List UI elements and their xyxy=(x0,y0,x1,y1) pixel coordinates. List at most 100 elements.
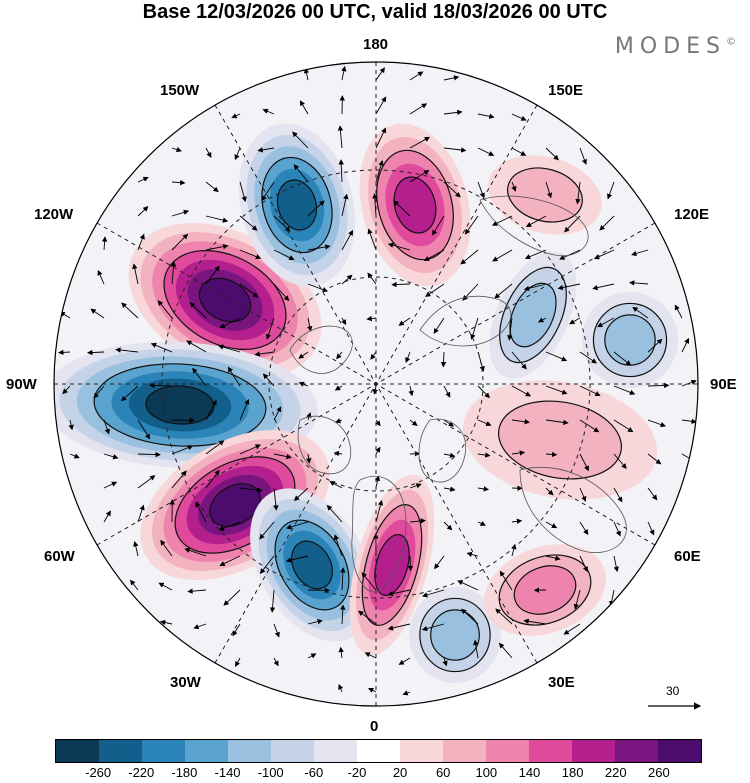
wind-arrow xyxy=(171,146,182,153)
wind-arrow xyxy=(647,521,655,536)
wind-arrow xyxy=(103,481,118,489)
wind-arrow xyxy=(498,642,513,659)
wind-arrow xyxy=(425,283,445,297)
wind-arrow xyxy=(358,610,377,625)
wind-arrow xyxy=(171,470,187,489)
wind-arrow xyxy=(464,215,479,235)
wind-arrow xyxy=(409,103,428,115)
wind-arrow xyxy=(171,233,189,251)
wind-arrow xyxy=(149,382,173,389)
wind-arrow xyxy=(579,351,597,364)
wind-arrow xyxy=(159,619,173,626)
wind-arrow xyxy=(307,317,313,332)
lon-label-60w: 60W xyxy=(44,548,75,565)
lon-label-120w: 120W xyxy=(34,206,74,223)
wind-arrow xyxy=(239,283,259,298)
wind-arrow xyxy=(443,486,456,492)
wind-arrow xyxy=(239,181,247,203)
wind-arrow xyxy=(440,351,447,368)
wind-arrow xyxy=(407,555,414,572)
anomaly-contour-band xyxy=(198,277,252,323)
wind-arrow xyxy=(239,398,250,421)
wind-arrow xyxy=(523,283,547,291)
colorbar-tick-label: 260 xyxy=(648,765,670,780)
wind-arrow xyxy=(477,113,495,119)
wind-arrow xyxy=(460,249,479,265)
wind-arrow xyxy=(545,521,558,529)
wind-arrow xyxy=(422,589,445,598)
wind-arrow xyxy=(137,475,156,489)
wind-arrow xyxy=(87,349,105,356)
lon-label-180: 180 xyxy=(363,36,389,53)
wind-arrow xyxy=(205,181,219,193)
colorbar-swatch xyxy=(228,740,271,762)
colorbar-swatch xyxy=(658,740,701,762)
wind-arrow xyxy=(681,337,690,353)
wind-arrow xyxy=(375,127,387,149)
wind-arrow xyxy=(443,521,453,531)
wind-arrow xyxy=(137,176,149,183)
wind-arrow xyxy=(62,385,71,395)
wind-arrow xyxy=(219,317,241,329)
wind-arrow xyxy=(341,65,347,81)
wind-arrow xyxy=(189,302,207,319)
wind-arrow xyxy=(299,100,309,115)
wind-arrow xyxy=(285,555,309,563)
colorbar-swatch xyxy=(615,740,658,762)
wind-arrow xyxy=(681,418,697,425)
wind-arrow xyxy=(402,690,411,696)
colorbar-swatch xyxy=(400,740,443,762)
wind-arrow xyxy=(538,317,547,323)
colorbar-tick-label: -60 xyxy=(304,765,324,780)
wind-arrow xyxy=(259,521,275,540)
anomaly-contour-band xyxy=(509,282,557,348)
wind-arrow xyxy=(545,385,568,395)
wind-arrow xyxy=(507,317,513,341)
wind-arrow xyxy=(423,249,445,262)
wind-arrow xyxy=(632,306,649,319)
wind-arrow xyxy=(103,510,111,523)
wind-arrow xyxy=(470,317,479,340)
wind-arrow xyxy=(186,340,207,353)
logo-text: MODES xyxy=(614,34,726,59)
wind-arrow xyxy=(273,215,291,232)
wind-arrow xyxy=(443,75,460,81)
wind-arrow xyxy=(265,317,275,340)
wind-arrow xyxy=(234,147,241,161)
wind-arrow xyxy=(307,200,325,217)
wind-arrow xyxy=(293,164,309,183)
wind-arrow xyxy=(477,452,491,458)
wind-arrow xyxy=(273,657,279,667)
wind-arrow xyxy=(335,418,343,424)
anomaly-contour-band xyxy=(291,540,333,590)
wind-arrow xyxy=(387,589,411,597)
wind-arrow xyxy=(393,200,411,217)
wind-arrow xyxy=(171,179,186,186)
lon-label-60e: 60E xyxy=(674,548,701,565)
colorbar-swatch xyxy=(529,740,572,762)
wind-arrow xyxy=(579,385,601,397)
anomaly-contour-band xyxy=(276,179,318,231)
wind-arrow xyxy=(511,181,517,192)
wind-arrow xyxy=(408,385,414,397)
wind-arrow xyxy=(511,450,526,456)
wind-arrow xyxy=(613,351,632,366)
wind-arrow xyxy=(647,382,670,389)
wind-arrow xyxy=(593,249,615,260)
wind-arrow xyxy=(171,209,190,217)
wind-arrow xyxy=(473,639,479,659)
wind-arrow xyxy=(132,263,139,285)
wind-arrow xyxy=(273,283,290,302)
wind-arrow xyxy=(205,469,220,489)
wind-arrow xyxy=(130,579,139,591)
wind-arrow xyxy=(442,657,448,667)
wind-arrow xyxy=(409,136,431,149)
wind-arrow xyxy=(219,555,241,566)
wind-arrow xyxy=(511,518,523,524)
wind-arrow xyxy=(409,483,422,489)
wind-arrow xyxy=(681,379,697,387)
wind-arrow xyxy=(477,147,495,156)
wind-arrow xyxy=(170,261,177,285)
colorbar-swatch xyxy=(486,740,529,762)
